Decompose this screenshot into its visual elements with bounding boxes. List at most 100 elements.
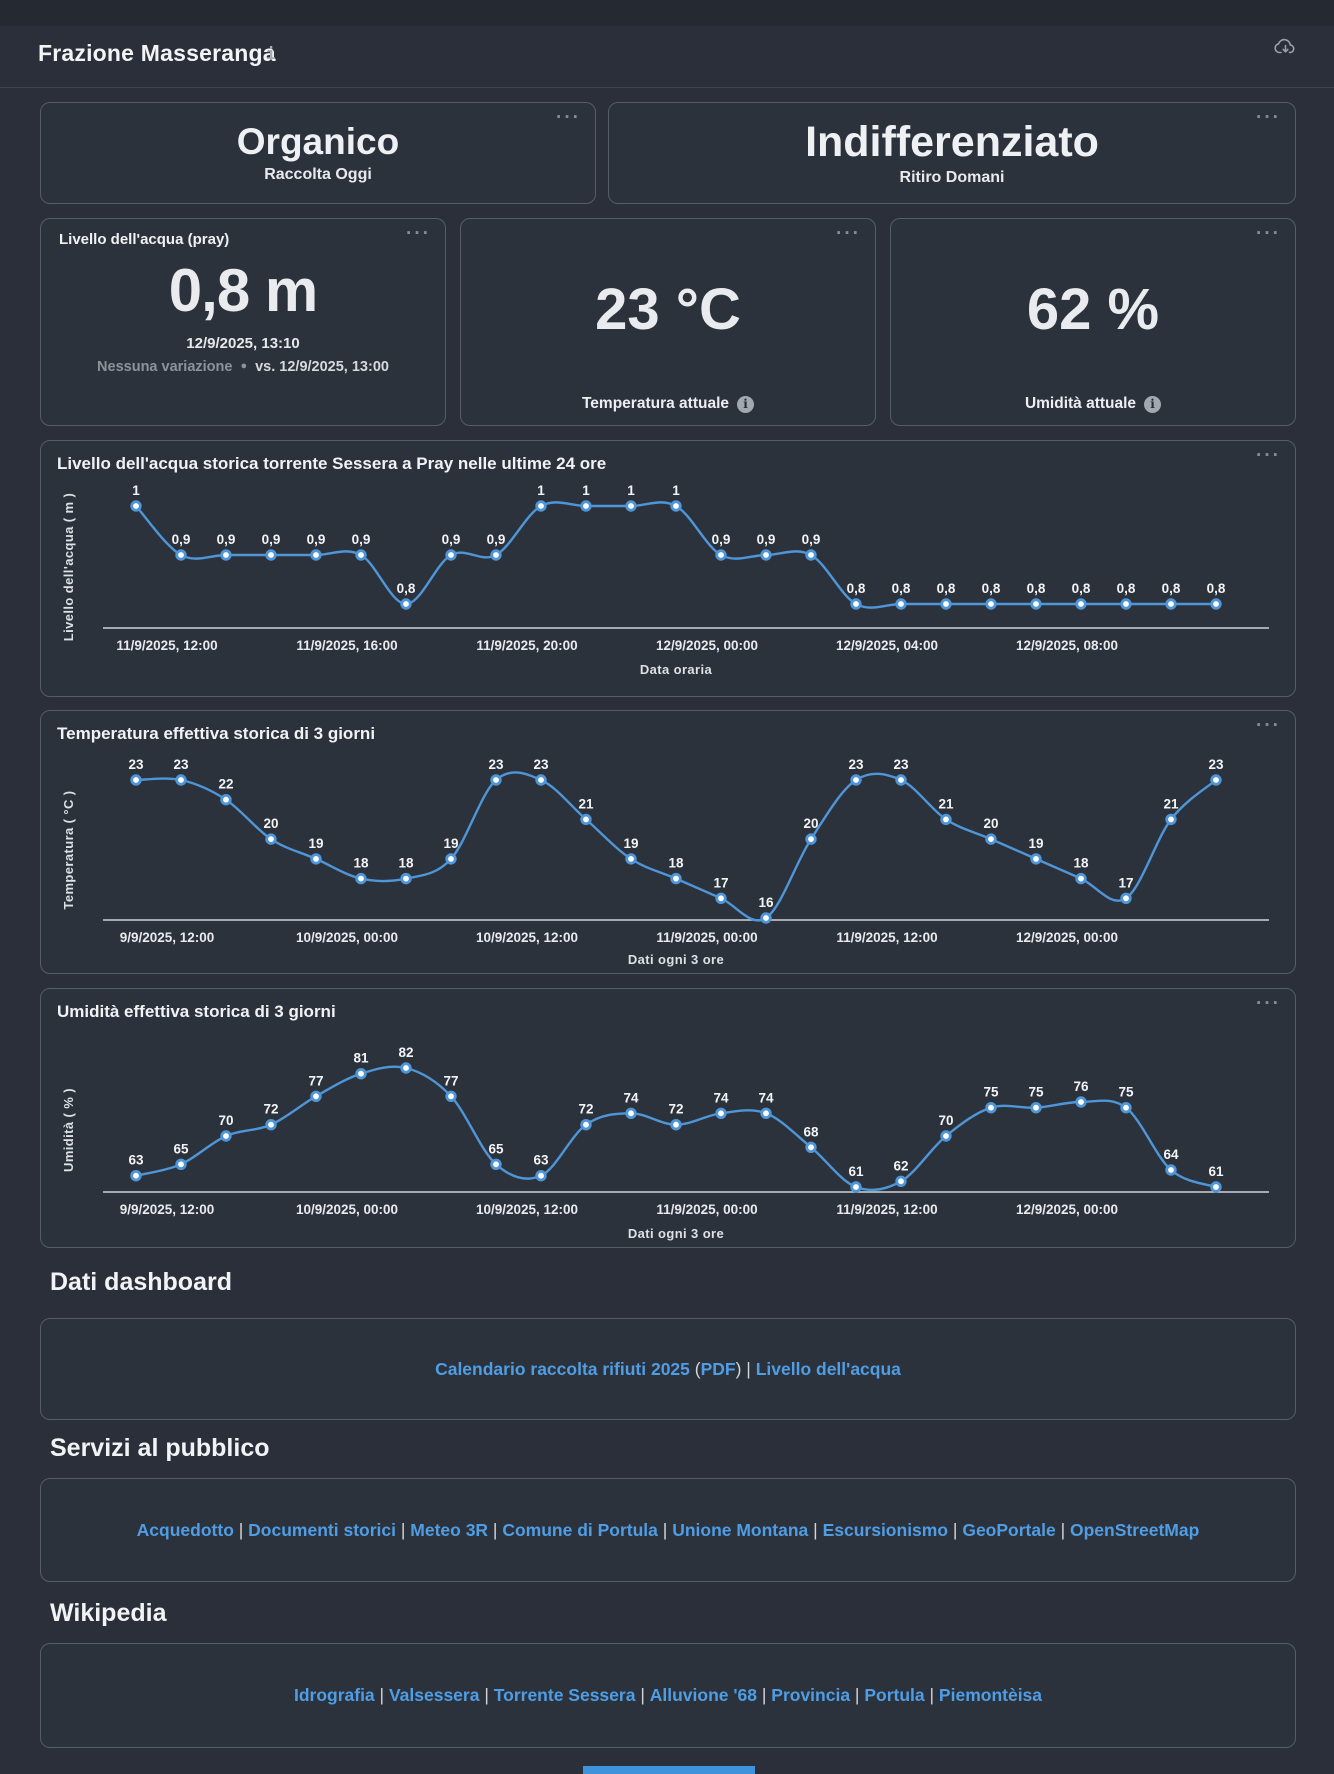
- link[interactable]: PDF: [700, 1358, 736, 1379]
- info-icon[interactable]: i: [737, 395, 754, 413]
- data-point[interactable]: [715, 892, 727, 905]
- data-point[interactable]: [175, 1158, 187, 1171]
- data-point[interactable]: [580, 500, 592, 512]
- card-menu-icon[interactable]: ···: [556, 107, 581, 128]
- data-point[interactable]: [670, 500, 682, 512]
- link[interactable]: Livello dell'acqua: [755, 1358, 901, 1379]
- data-point[interactable]: [310, 549, 322, 561]
- data-point[interactable]: [1165, 598, 1177, 610]
- data-point[interactable]: [1075, 1096, 1087, 1108]
- data-point[interactable]: [1030, 853, 1042, 865]
- link[interactable]: Comune di Portula: [502, 1519, 658, 1540]
- data-point[interactable]: [310, 1090, 322, 1103]
- link[interactable]: Unione Montana: [672, 1519, 809, 1540]
- data-point[interactable]: [265, 833, 277, 845]
- water-history-line-chart[interactable]: 1 0,9 0,9 0,9 0,9 0,9 0,8 0,9 0,9 1 1 1 1 0,9 0,9 0,9 0,…: [57, 480, 1281, 680]
- link[interactable]: Piemontèisa: [938, 1685, 1043, 1705]
- data-point[interactable]: [805, 833, 817, 845]
- data-point[interactable]: [715, 1107, 727, 1120]
- data-point[interactable]: [895, 1175, 907, 1188]
- data-point[interactable]: [940, 1130, 952, 1142]
- link[interactable]: Torrente Sessera: [493, 1685, 636, 1705]
- data-point[interactable]: [445, 853, 457, 865]
- data-point[interactable]: [985, 1101, 997, 1114]
- data-point[interactable]: [400, 1062, 412, 1074]
- data-point[interactable]: [625, 853, 637, 865]
- data-point[interactable]: [985, 833, 997, 845]
- data-point[interactable]: [220, 794, 232, 806]
- link[interactable]: OpenStreetMap: [1069, 1519, 1200, 1540]
- data-point[interactable]: [1165, 813, 1177, 826]
- card-menu-icon[interactable]: ···: [1256, 223, 1281, 244]
- data-point[interactable]: [535, 500, 547, 512]
- data-point[interactable]: [220, 1130, 232, 1142]
- data-point[interactable]: [625, 500, 637, 512]
- data-point[interactable]: [580, 1118, 592, 1131]
- data-point[interactable]: [1210, 598, 1222, 610]
- data-point[interactable]: [130, 1169, 142, 1182]
- data-point[interactable]: [985, 598, 997, 610]
- data-point[interactable]: [175, 774, 187, 786]
- data-point[interactable]: [715, 549, 727, 561]
- data-point[interactable]: [760, 1107, 772, 1120]
- data-point[interactable]: [895, 774, 907, 786]
- data-point[interactable]: [130, 500, 142, 512]
- data-point[interactable]: [850, 598, 862, 610]
- link[interactable]: GeoPortale: [962, 1519, 1056, 1540]
- data-point[interactable]: [265, 549, 277, 561]
- data-point[interactable]: [355, 872, 367, 885]
- data-point[interactable]: [265, 1118, 277, 1131]
- card-menu-icon[interactable]: ···: [1256, 993, 1281, 1014]
- link[interactable]: Acquedotto: [136, 1519, 234, 1540]
- data-point[interactable]: [220, 549, 232, 561]
- link[interactable]: Idrografia: [293, 1685, 375, 1705]
- data-point[interactable]: [490, 549, 502, 561]
- data-point[interactable]: [400, 872, 412, 885]
- data-point[interactable]: [445, 549, 457, 561]
- data-point[interactable]: [850, 774, 862, 786]
- card-menu-icon[interactable]: ···: [836, 223, 861, 244]
- data-point[interactable]: [940, 813, 952, 826]
- data-point[interactable]: [1075, 598, 1087, 610]
- data-point[interactable]: [1165, 1164, 1177, 1176]
- data-point[interactable]: [580, 813, 592, 826]
- data-point[interactable]: [1030, 598, 1042, 610]
- data-point[interactable]: [760, 549, 772, 561]
- temperature-history-line-chart[interactable]: 23 23 22 20 19 18 18 19 23 23 21 19 18 17 16 20 23 23 21 20…: [57, 750, 1281, 972]
- data-point[interactable]: [1075, 872, 1087, 885]
- link[interactable]: Escursionismo: [822, 1519, 949, 1540]
- data-point[interactable]: [535, 1169, 547, 1182]
- card-menu-icon[interactable]: ···: [1256, 107, 1281, 128]
- data-point[interactable]: [490, 1158, 502, 1171]
- link[interactable]: Alluvione '68: [649, 1685, 757, 1705]
- link[interactable]: Valsessera: [388, 1685, 480, 1705]
- data-point[interactable]: [625, 1107, 637, 1120]
- data-point[interactable]: [535, 774, 547, 786]
- data-point[interactable]: [670, 1118, 682, 1131]
- link[interactable]: Calendario raccolta rifiuti 2025: [435, 1358, 690, 1379]
- data-point[interactable]: [1120, 1101, 1132, 1114]
- humidity-history-line-chart[interactable]: 63 65 70 72 77 81 82 77 65 63 72 74 72 74 74 68 61 62 70 75…: [57, 1028, 1281, 1244]
- data-point[interactable]: [850, 1181, 862, 1193]
- card-menu-icon[interactable]: ···: [406, 223, 431, 244]
- data-point[interactable]: [1210, 774, 1222, 786]
- data-point[interactable]: [1030, 1101, 1042, 1114]
- link[interactable]: Portula: [864, 1685, 925, 1705]
- cloud-download-icon[interactable]: [1273, 36, 1298, 57]
- link[interactable]: Provincia: [771, 1685, 851, 1705]
- data-point[interactable]: [445, 1090, 457, 1103]
- data-point[interactable]: [310, 853, 322, 865]
- data-point[interactable]: [895, 598, 907, 610]
- data-point[interactable]: [355, 1068, 367, 1080]
- data-point[interactable]: [175, 549, 187, 561]
- data-point[interactable]: [355, 549, 367, 561]
- data-point[interactable]: [805, 1141, 817, 1154]
- data-point[interactable]: [940, 598, 952, 610]
- info-icon[interactable]: i: [1144, 395, 1162, 413]
- link[interactable]: Meteo 3R: [410, 1519, 489, 1540]
- card-menu-icon[interactable]: ···: [1256, 715, 1281, 736]
- card-menu-icon[interactable]: ···: [1256, 445, 1281, 466]
- data-point[interactable]: [1210, 1181, 1222, 1193]
- data-point[interactable]: [670, 872, 682, 885]
- data-point[interactable]: [400, 598, 412, 610]
